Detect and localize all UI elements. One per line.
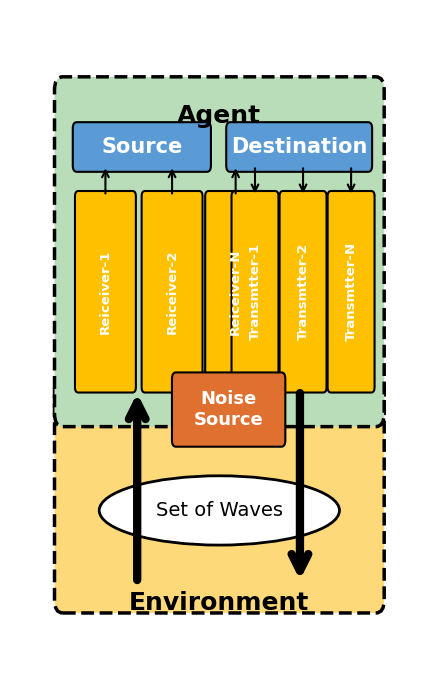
Text: Agent: Agent (177, 104, 262, 128)
Text: Transmtter-1: Transmtter-1 (249, 244, 262, 340)
FancyBboxPatch shape (205, 191, 266, 392)
FancyBboxPatch shape (54, 77, 384, 427)
Text: Environment: Environment (129, 591, 309, 615)
FancyBboxPatch shape (279, 191, 327, 392)
Ellipse shape (99, 476, 339, 545)
Text: Set of Waves: Set of Waves (156, 501, 283, 520)
FancyBboxPatch shape (142, 191, 202, 392)
Text: Reiceiver-1: Reiceiver-1 (99, 250, 112, 334)
FancyBboxPatch shape (232, 191, 279, 392)
FancyBboxPatch shape (327, 191, 374, 392)
Text: Destination: Destination (231, 137, 367, 157)
Text: Reiceiver-2: Reiceiver-2 (166, 250, 178, 334)
Text: Noise
Source: Noise Source (194, 390, 264, 429)
FancyBboxPatch shape (54, 377, 384, 613)
Text: Reiceiver-N: Reiceiver-N (229, 248, 242, 335)
Text: Transmtter-N: Transmtter-N (345, 242, 358, 342)
FancyBboxPatch shape (172, 372, 285, 447)
Text: Transmtter-2: Transmtter-2 (297, 244, 309, 340)
Text: Source: Source (101, 137, 182, 157)
FancyBboxPatch shape (226, 122, 372, 172)
FancyBboxPatch shape (75, 191, 136, 392)
FancyBboxPatch shape (73, 122, 211, 172)
